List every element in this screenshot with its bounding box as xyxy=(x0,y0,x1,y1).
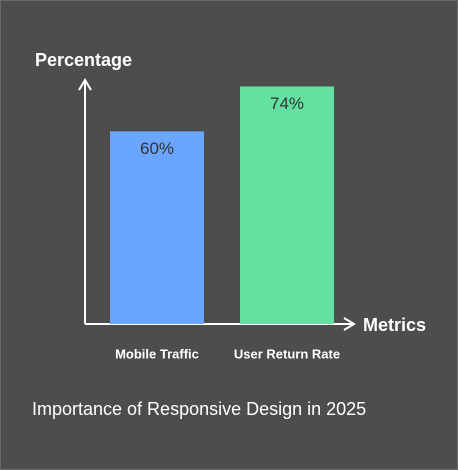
bar xyxy=(110,131,204,324)
x-axis-label: Metrics xyxy=(363,315,426,335)
bar xyxy=(240,86,334,324)
chart-title: Importance of Responsive Design in 2025 xyxy=(32,399,366,419)
value-label: 60% xyxy=(140,139,174,158)
y-axis-arrow xyxy=(78,78,92,91)
x-tick-label: Mobile Traffic xyxy=(115,346,199,361)
value-label: 74% xyxy=(270,94,304,113)
y-axis-label: Percentage xyxy=(35,50,132,70)
x-tick-label: User Return Rate xyxy=(234,346,340,361)
x-axis-arrow xyxy=(343,317,356,331)
